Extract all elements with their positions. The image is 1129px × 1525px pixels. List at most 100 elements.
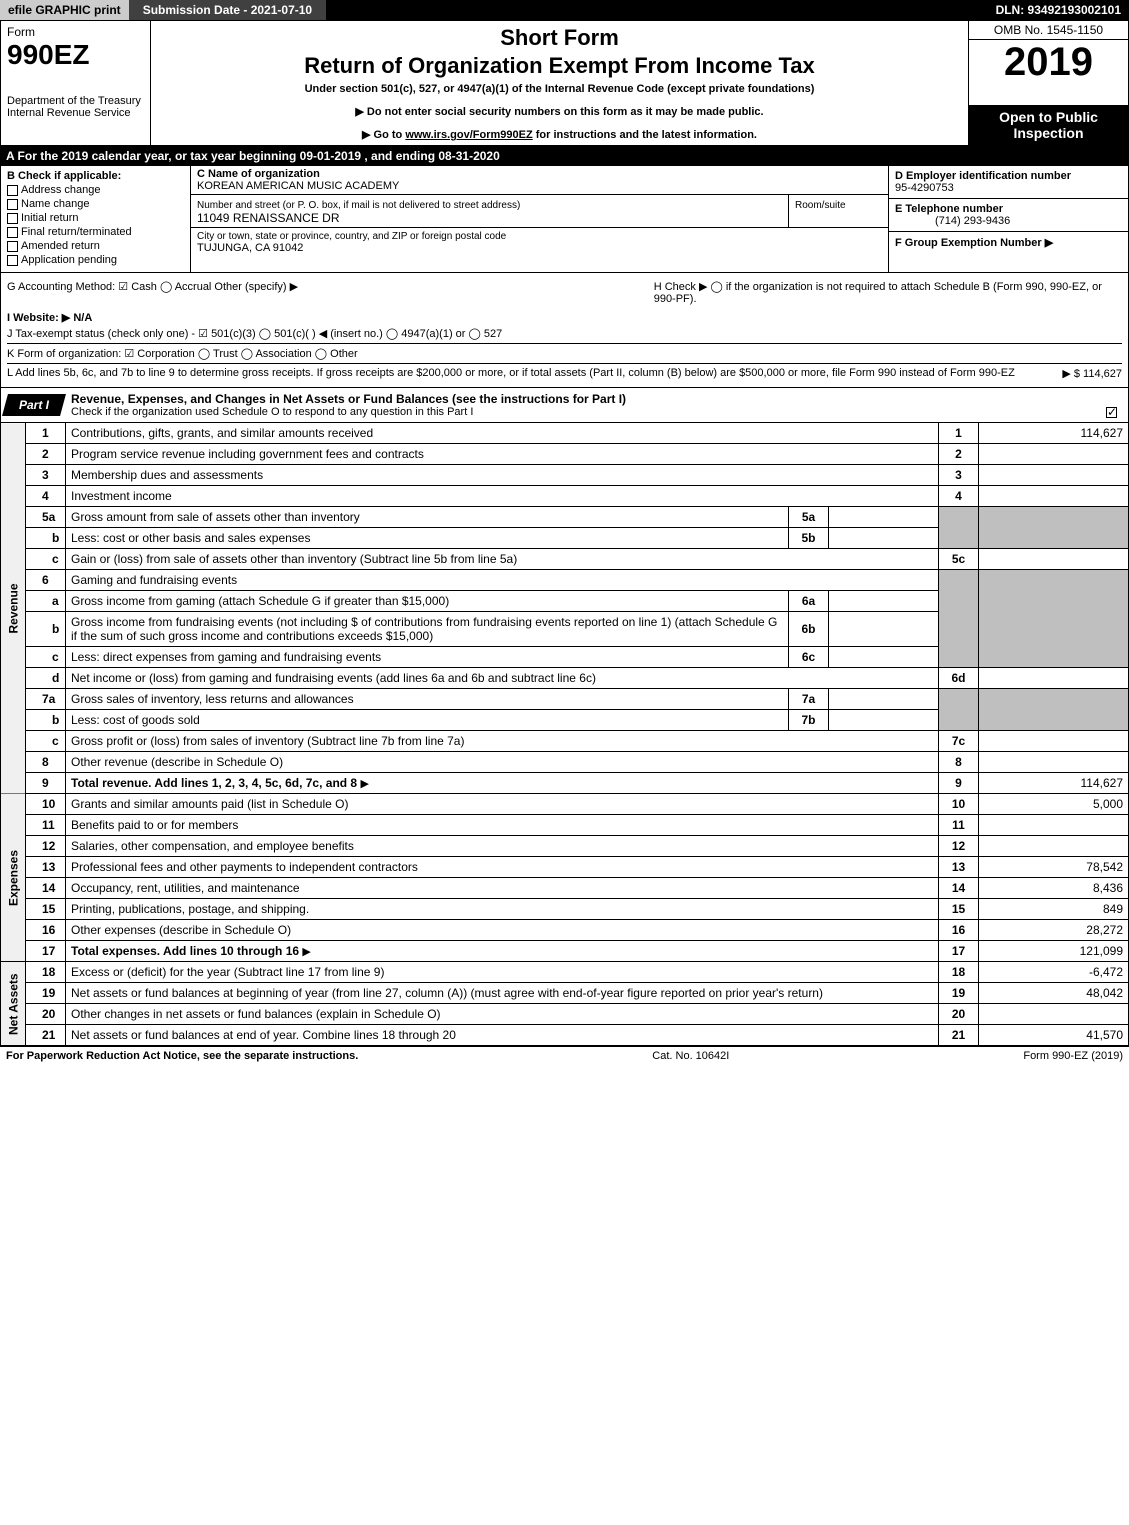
addr-label: Number and street (or P. O. box, if mail… — [197, 200, 520, 211]
desc-6b: Gross income from fundraising events (no… — [71, 615, 777, 643]
val-14: 8,436 — [979, 878, 1129, 899]
form-link-line: ▶ Go to www.irs.gov/Form990EZ for instru… — [157, 128, 962, 141]
form-title-block: Short Form Return of Organization Exempt… — [151, 21, 968, 145]
val-1: 114,627 — [979, 423, 1129, 444]
ln-1: 1 — [26, 423, 66, 444]
desc-12: Salaries, other compensation, and employ… — [71, 839, 354, 853]
val-17: 121,099 — [979, 941, 1129, 962]
department: Department of the Treasury Internal Reve… — [7, 95, 144, 119]
irs-link[interactable]: www.irs.gov/Form990EZ — [405, 129, 532, 141]
arrow-icon: ▶ — [302, 946, 310, 958]
line-l-text: L Add lines 5b, 6c, and 7b to line 9 to … — [7, 367, 1052, 380]
org-name-label: C Name of organization — [197, 168, 320, 180]
omb-number: OMB No. 1545-1150 — [969, 21, 1128, 40]
val-9: 114,627 — [979, 773, 1129, 794]
cb-application-pending[interactable]: Application pending — [7, 254, 184, 266]
desc-3: Membership dues and assessments — [71, 468, 263, 482]
link-post: for instructions and the latest informat… — [533, 129, 757, 141]
desc-11: Benefits paid to or for members — [71, 818, 238, 832]
box-c: C Name of organization KOREAN AMERICAN M… — [191, 166, 888, 272]
desc-5a: Gross amount from sale of assets other t… — [71, 510, 360, 524]
val-2 — [979, 444, 1129, 465]
desc-15: Printing, publications, postage, and shi… — [71, 902, 309, 916]
desc-10: Grants and similar amounts paid (list in… — [71, 797, 348, 811]
cb-amended-return[interactable]: Amended return — [7, 240, 184, 252]
phone-value: (714) 293-9436 — [895, 215, 1010, 227]
form-number: 990EZ — [7, 39, 144, 71]
tax-year: 2019 — [969, 40, 1128, 105]
phone-label: E Telephone number — [895, 203, 1003, 215]
line-j: J Tax-exempt status (check only one) - ☑… — [7, 327, 1122, 340]
val-16: 28,272 — [979, 920, 1129, 941]
desc-6a: Gross income from gaming (attach Schedul… — [71, 594, 449, 608]
line-i: I Website: ▶ N/A — [7, 311, 1122, 324]
form-title: Return of Organization Exempt From Incom… — [157, 53, 962, 79]
revenue-label: Revenue — [1, 423, 26, 794]
cb-address-change[interactable]: Address change — [7, 184, 184, 196]
desc-6d: Net income or (loss) from gaming and fun… — [71, 671, 596, 685]
form-id-block: Form 990EZ Department of the Treasury In… — [1, 21, 151, 145]
box-b: B Check if applicable: Address change Na… — [1, 166, 191, 272]
page-footer: For Paperwork Reduction Act Notice, see … — [0, 1046, 1129, 1065]
val-15: 849 — [979, 899, 1129, 920]
short-form: Short Form — [157, 25, 962, 51]
desc-7c: Gross profit or (loss) from sales of inv… — [71, 734, 464, 748]
footer-left: For Paperwork Reduction Act Notice, see … — [6, 1050, 358, 1062]
cb-initial-return[interactable]: Initial return — [7, 212, 184, 224]
section-a-period: A For the 2019 calendar year, or tax yea… — [0, 146, 1129, 166]
desc-2: Program service revenue including govern… — [71, 447, 424, 461]
inspection-notice: Open to Public Inspection — [969, 105, 1128, 145]
line-h: H Check ▶ ◯ if the organization is not r… — [654, 280, 1122, 305]
box-b-label: B Check if applicable: — [7, 170, 184, 182]
line-l-value: ▶ $ 114,627 — [1052, 367, 1122, 380]
efile-label[interactable]: efile GRAPHIC print — [0, 0, 129, 20]
org-name: KOREAN AMERICAN MUSIC ACADEMY — [197, 180, 399, 192]
form-word: Form — [7, 25, 144, 39]
ein-label: D Employer identification number — [895, 170, 1071, 182]
org-address: 11049 RENAISSANCE DR — [197, 211, 340, 225]
val-12 — [979, 836, 1129, 857]
desc-8: Other revenue (describe in Schedule O) — [71, 755, 283, 769]
main-table: Revenue 1 Contributions, gifts, grants, … — [0, 423, 1129, 1046]
desc-7b: Less: cost of goods sold — [71, 713, 200, 727]
val-5c — [979, 549, 1129, 570]
val-19: 48,042 — [979, 983, 1129, 1004]
desc-21: Net assets or fund balances at end of ye… — [71, 1028, 456, 1042]
desc-1: Contributions, gifts, grants, and simila… — [71, 426, 373, 440]
val-11 — [979, 815, 1129, 836]
cb-name-change[interactable]: Name change — [7, 198, 184, 210]
cb-final-return[interactable]: Final return/terminated — [7, 226, 184, 238]
dln: DLN: 93492193002101 — [988, 0, 1129, 20]
submission-date: Submission Date - 2021-07-10 — [129, 0, 326, 20]
footer-right: Form 990-EZ (2019) — [1023, 1050, 1123, 1062]
org-city: TUJUNGA, CA 91042 — [197, 242, 303, 254]
desc-6: Gaming and fundraising events — [71, 573, 237, 587]
desc-20: Other changes in net assets or fund bala… — [71, 1007, 441, 1021]
desc-9: Total revenue. Add lines 1, 2, 3, 4, 5c,… — [71, 776, 357, 790]
netassets-label: Net Assets — [1, 962, 26, 1046]
line-k: K Form of organization: ☑ Corporation ◯ … — [7, 343, 1122, 360]
line-g: G Accounting Method: ☑ Cash ◯ Accrual Ot… — [7, 280, 620, 305]
desc-7a: Gross sales of inventory, less returns a… — [71, 692, 354, 706]
room-label: Room/suite — [795, 200, 846, 211]
schedule-o-checkbox[interactable] — [1106, 407, 1117, 418]
val-10: 5,000 — [979, 794, 1129, 815]
desc-18: Excess or (deficit) for the year (Subtra… — [71, 965, 384, 979]
desc-19: Net assets or fund balances at beginning… — [71, 986, 823, 1000]
part-1-title: Revenue, Expenses, and Changes in Net As… — [71, 392, 626, 406]
form-subtitle: Under section 501(c), 527, or 4947(a)(1)… — [157, 83, 962, 95]
part-1-sub: Check if the organization used Schedule … — [71, 406, 473, 418]
footer-mid: Cat. No. 10642I — [358, 1050, 1023, 1062]
top-bar: efile GRAPHIC print Submission Date - 20… — [0, 0, 1129, 20]
desc-6c: Less: direct expenses from gaming and fu… — [71, 650, 381, 664]
desc-5b: Less: cost or other basis and sales expe… — [71, 531, 310, 545]
part-1-tab: Part I — [2, 394, 66, 416]
val-21: 41,570 — [979, 1025, 1129, 1046]
desc-13: Professional fees and other payments to … — [71, 860, 418, 874]
desc-14: Occupancy, rent, utilities, and maintena… — [71, 881, 300, 895]
val-18: -6,472 — [979, 962, 1129, 983]
val-4 — [979, 486, 1129, 507]
val-20 — [979, 1004, 1129, 1025]
val-7c — [979, 731, 1129, 752]
val-3 — [979, 465, 1129, 486]
